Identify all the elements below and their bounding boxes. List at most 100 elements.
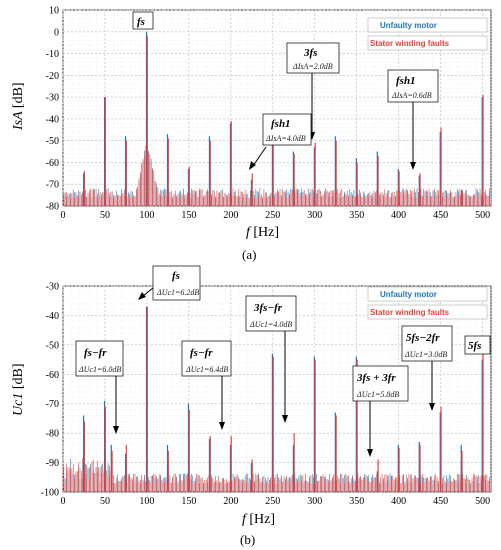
y-tick-label: -90 bbox=[46, 458, 59, 469]
x-tick-label: 350 bbox=[349, 210, 364, 221]
x-tick-label: 300 bbox=[307, 496, 322, 507]
x-tick-label: 250 bbox=[265, 210, 280, 221]
panel-a-y-label: IsA [dB] bbox=[11, 82, 26, 131]
panel-b-x-label: f [Hz] bbox=[242, 512, 275, 527]
panel-b-y-label: Uc1 [dB] bbox=[11, 364, 26, 417]
y-tick-label: -10 bbox=[46, 49, 59, 60]
y-tick-label: -30 bbox=[46, 282, 59, 293]
legend-b-fault-label: Stator winding faults bbox=[370, 308, 450, 317]
y-tick-label: -20 bbox=[46, 71, 59, 82]
x-tick-label: 450 bbox=[433, 210, 448, 221]
annotation-b-fs: fs ΔUc1=6.2dB bbox=[138, 265, 201, 301]
y-tick-label: 10 bbox=[49, 6, 59, 17]
panel-a-y-ticks: 10 0 -10 -20 -30 -40 -50 -60 -70 -80 bbox=[46, 6, 59, 213]
y-tick-label: -60 bbox=[46, 370, 59, 381]
x-tick-label: 400 bbox=[391, 210, 406, 221]
x-tick-label: 350 bbox=[349, 496, 364, 507]
svg-text:3fs−fr: 3fs−fr bbox=[253, 302, 283, 314]
x-tick-label: 100 bbox=[139, 496, 154, 507]
svg-text:ΔUc1=5.8dB: ΔUc1=5.8dB bbox=[356, 390, 399, 399]
x-tick-label: 0 bbox=[61, 210, 66, 221]
panel-b-y-ticks: -30 -40 -50 -60 -70 -80 -90 -100 bbox=[41, 282, 59, 499]
svg-text:ΔIsA=4.0dB: ΔIsA=4.0dB bbox=[265, 134, 306, 143]
svg-text:fs: fs bbox=[172, 270, 180, 282]
annotation-b-5fs-2fr: 5fs−2fr ΔUc1=3.0dB bbox=[401, 325, 453, 411]
x-tick-label: 450 bbox=[433, 496, 448, 507]
y-tick-label: -50 bbox=[46, 136, 59, 147]
y-tick-label: -30 bbox=[46, 93, 59, 104]
x-tick-label: 300 bbox=[307, 210, 322, 221]
svg-text:ΔUc1=6.0dB: ΔUc1=6.0dB bbox=[78, 365, 121, 374]
x-tick-label: 150 bbox=[181, 210, 196, 221]
annotation-b-3fs-3fr: 3fs + 3fr ΔUc1=5.8dB bbox=[352, 365, 409, 457]
y-tick-label: -40 bbox=[46, 114, 59, 125]
panel-a: 0 50 100 150 200 250 300 350 400 450 500 100-10-20… bbox=[11, 6, 492, 262]
legend-b-unfaulty bbox=[367, 286, 488, 302]
y-tick-label: -70 bbox=[46, 399, 59, 410]
panel-b-x-ticks: 0 50 100 150 200 250 300 350 400 450 500 bbox=[61, 496, 491, 507]
x-tick-label: 400 bbox=[391, 496, 406, 507]
y-tick-label: -40 bbox=[46, 311, 59, 322]
panel-a-series bbox=[63, 31, 492, 206]
panel-b-caption: (b) bbox=[240, 532, 255, 547]
annotation-fsh1-right: fsh1 ΔIsA=0.6dB bbox=[387, 69, 439, 170]
x-tick-label: 50 bbox=[100, 496, 110, 507]
svg-text:5fs−2fr: 5fs−2fr bbox=[406, 332, 440, 344]
y-tick-label: -70 bbox=[46, 180, 59, 191]
x-tick-label: 250 bbox=[265, 496, 280, 507]
svg-text:fsh1: fsh1 bbox=[271, 118, 291, 130]
x-tick-label: 150 bbox=[181, 496, 196, 507]
svg-text:fs−fr: fs−fr bbox=[84, 347, 107, 359]
series-stator-fault bbox=[63, 306, 492, 492]
y-tick-label: 0 bbox=[54, 27, 59, 38]
svg-text:ΔUc1=6.4dB: ΔUc1=6.4dB bbox=[185, 365, 228, 374]
panel-a-annotations: fs 3fs ΔIsA=2.0dB fsh1 ΔIsA=4.0dB fsh1 Δ… bbox=[132, 11, 439, 170]
svg-text:3fs: 3fs bbox=[303, 47, 317, 59]
panel-b-series bbox=[63, 306, 492, 492]
series-stator-fault bbox=[63, 36, 492, 206]
panel-a-x-ticks: 0 50 100 150 200 250 300 350 400 450 500 bbox=[61, 210, 491, 221]
annotation-fs: fs bbox=[132, 11, 154, 30]
panel-b: 0 50 100 150 200 250 300 350 400 450 500 -30 -40 -50… bbox=[11, 265, 492, 547]
legend-a-unfaulty bbox=[367, 17, 488, 33]
x-tick-label: 500 bbox=[475, 496, 490, 507]
svg-text:ΔUc1=6.2dB: ΔUc1=6.2dB bbox=[156, 288, 199, 297]
annotation-b-fs-fr-mid: fs−fr ΔUc1=6.4dB bbox=[181, 340, 232, 430]
panel-b-annotations: fs ΔUc1=6.2dB fs−fr ΔUc1=6.0dB fs−fr ΔUc… bbox=[75, 265, 491, 457]
legend-a-fault-label: Stator winding faults bbox=[370, 39, 450, 48]
panel-a-legend: Unfaulty motor Stator winding faults bbox=[367, 17, 488, 51]
svg-text:3fs + 3fr: 3fs + 3fr bbox=[356, 372, 396, 384]
legend-a-fault bbox=[367, 35, 488, 51]
annotation-b-5fs: 5fs bbox=[464, 335, 491, 355]
x-tick-label: 0 bbox=[61, 496, 66, 507]
panel-a-x-label: f [Hz] bbox=[246, 225, 279, 240]
x-tick-label: 50 bbox=[100, 210, 110, 221]
legend-a-unfaulty-label: Unfaulty motor bbox=[380, 21, 437, 30]
svg-text:ΔIsA=2.0dB: ΔIsA=2.0dB bbox=[292, 62, 333, 71]
annotation-b-fs-fr-left: fs−fr ΔUc1=6.0dB bbox=[75, 340, 124, 434]
svg-text:ΔUc1=4.0dB: ΔUc1=4.0dB bbox=[249, 320, 292, 329]
annotation-fsh1-left: fsh1 ΔIsA=4.0dB bbox=[249, 113, 312, 170]
x-tick-label: 200 bbox=[223, 210, 238, 221]
svg-text:ΔIsA=0.6dB: ΔIsA=0.6dB bbox=[391, 91, 432, 100]
annotation-b-3fs-fr: 3fs−fr ΔUc1=4.0dB bbox=[245, 295, 297, 423]
panel-b-legend: Unfaulty motor Stator winding faults bbox=[367, 286, 488, 320]
y-tick-label: -80 bbox=[46, 429, 59, 440]
svg-text:fsh1: fsh1 bbox=[396, 75, 416, 87]
x-tick-label: 500 bbox=[475, 210, 490, 221]
y-tick-label: -60 bbox=[46, 158, 59, 169]
y-tick-label: -80 bbox=[46, 202, 59, 213]
x-tick-label: 100 bbox=[139, 210, 154, 221]
svg-text:ΔUc1=3.0dB: ΔUc1=3.0dB bbox=[404, 350, 447, 359]
x-tick-label: 200 bbox=[223, 496, 238, 507]
annotation-3fs: 3fs ΔIsA=2.0dB bbox=[286, 42, 340, 140]
svg-text:fs: fs bbox=[137, 16, 145, 28]
legend-b-unfaulty-label: Unfaulty motor bbox=[380, 290, 437, 299]
svg-text:5fs: 5fs bbox=[468, 340, 481, 352]
y-tick-label: -50 bbox=[46, 340, 59, 351]
svg-text:fs−fr: fs−fr bbox=[190, 347, 213, 359]
y-tick-label: -100 bbox=[41, 488, 59, 499]
legend-b-fault bbox=[367, 304, 488, 320]
panel-a-caption: (a) bbox=[242, 247, 256, 262]
